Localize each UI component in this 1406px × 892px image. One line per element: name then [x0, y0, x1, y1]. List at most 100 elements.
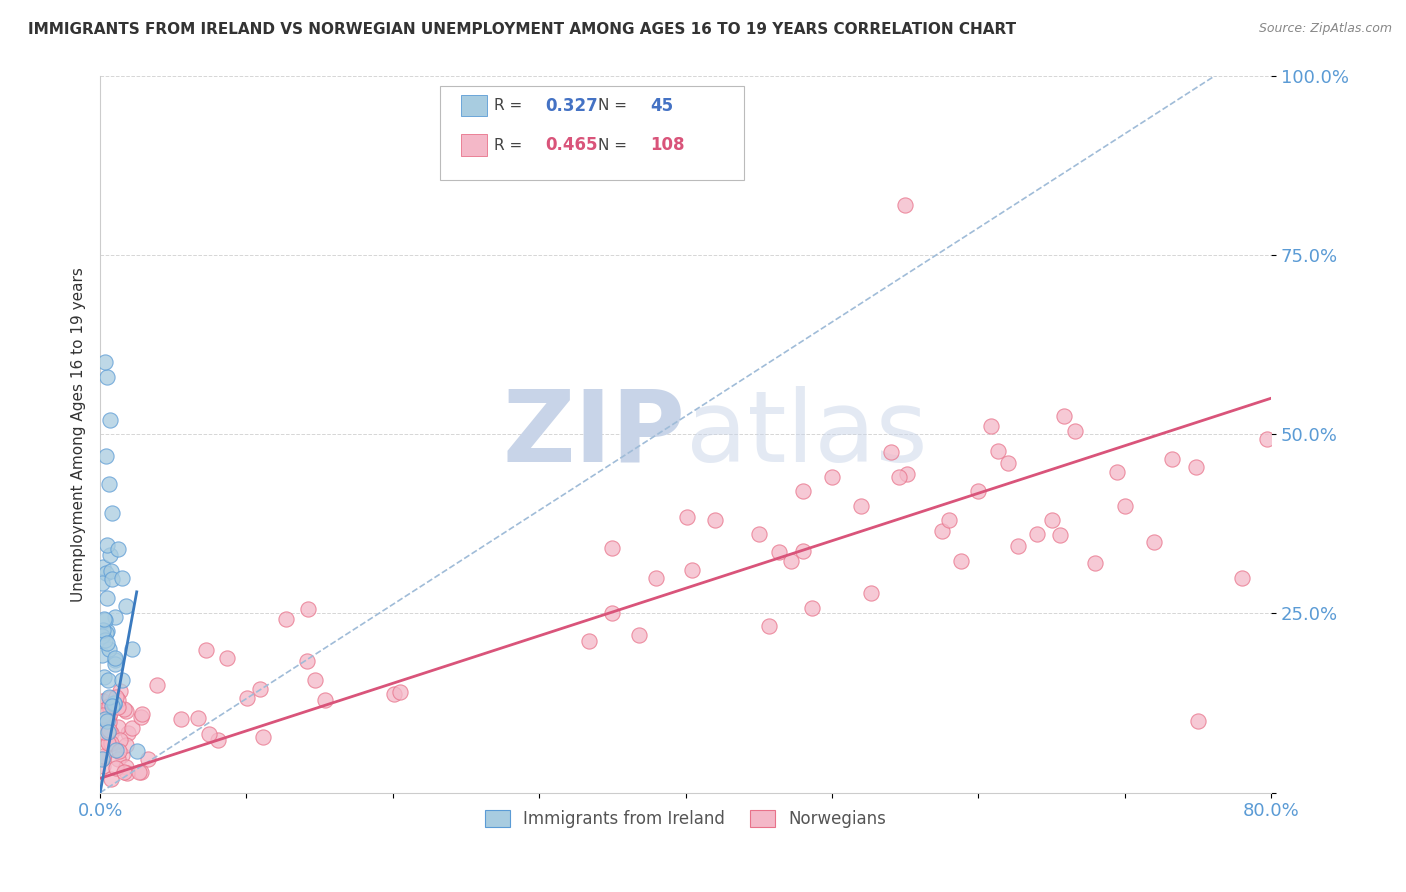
Point — [100, 564, 122, 578]
Point — [1084, 556, 1107, 570]
Point — [94, 712, 117, 726]
Point — [111, 570, 134, 584]
Point — [93, 612, 115, 626]
Point — [103, 698, 125, 712]
Point — [111, 747, 134, 762]
Point — [101, 572, 124, 586]
Point — [121, 721, 143, 735]
Point — [91, 629, 114, 643]
Point — [108, 733, 131, 747]
Point — [98, 723, 121, 737]
Point — [896, 467, 918, 481]
Point — [97, 477, 120, 491]
Point — [107, 541, 129, 556]
Point — [98, 698, 121, 713]
Point — [103, 696, 125, 710]
Point — [94, 449, 117, 463]
Point — [93, 670, 115, 684]
Point — [1143, 534, 1166, 549]
Point — [821, 470, 844, 484]
Point — [100, 725, 122, 739]
Point — [93, 725, 115, 739]
Text: N =: N = — [598, 98, 631, 113]
Point — [1025, 527, 1047, 541]
Point — [91, 575, 114, 590]
Point — [93, 355, 115, 369]
Point — [1114, 499, 1136, 513]
Point — [1007, 539, 1029, 553]
Point — [98, 706, 121, 720]
Point — [107, 720, 129, 734]
Point — [104, 761, 127, 775]
Point — [94, 626, 117, 640]
Point — [980, 419, 1002, 434]
Point — [91, 751, 114, 765]
Text: Source: ZipAtlas.com: Source: ZipAtlas.com — [1258, 22, 1392, 36]
Point — [93, 725, 115, 739]
Point — [146, 678, 169, 692]
Point — [96, 538, 118, 552]
Point — [128, 764, 150, 779]
Point — [112, 764, 135, 779]
Point — [602, 607, 624, 621]
Point — [187, 710, 209, 724]
Point — [851, 499, 873, 513]
Point — [274, 612, 297, 626]
Point — [758, 619, 780, 633]
Point — [388, 684, 411, 698]
Point — [129, 710, 152, 724]
Point — [121, 642, 143, 657]
Text: ZIP: ZIP — [503, 385, 686, 483]
Point — [249, 682, 271, 697]
Point — [91, 708, 114, 723]
Point — [100, 736, 122, 750]
Point — [314, 693, 336, 707]
Point — [100, 413, 122, 427]
Point — [98, 690, 121, 705]
Point — [105, 690, 128, 704]
Point — [107, 700, 129, 714]
Point — [97, 736, 120, 750]
Point — [96, 369, 118, 384]
Point — [98, 690, 121, 705]
Point — [217, 651, 239, 665]
Point — [1187, 714, 1209, 728]
Point — [748, 527, 770, 541]
Point — [115, 705, 138, 719]
Point — [96, 636, 118, 650]
Text: atlas: atlas — [686, 385, 927, 483]
Point — [170, 712, 193, 726]
Point — [91, 694, 114, 708]
Point — [997, 456, 1019, 470]
Point — [125, 744, 148, 758]
FancyBboxPatch shape — [461, 135, 486, 156]
Point — [703, 513, 725, 527]
Point — [860, 586, 883, 600]
Text: IMMIGRANTS FROM IRELAND VS NORWEGIAN UNEMPLOYMENT AMONG AGES 16 TO 19 YEARS CORR: IMMIGRANTS FROM IRELAND VS NORWEGIAN UNE… — [28, 22, 1017, 37]
Point — [97, 673, 120, 687]
Point — [131, 707, 153, 722]
Point — [887, 470, 910, 484]
Point — [676, 510, 699, 524]
Point — [894, 197, 917, 211]
Point — [94, 632, 117, 647]
Point — [98, 737, 121, 751]
Point — [91, 749, 114, 764]
Point — [104, 657, 127, 671]
Point — [101, 506, 124, 520]
Point — [90, 751, 112, 765]
Point — [792, 484, 814, 499]
Point — [207, 733, 229, 747]
Y-axis label: Unemployment Among Ages 16 to 19 years: Unemployment Among Ages 16 to 19 years — [72, 267, 86, 601]
Point — [768, 545, 790, 559]
Point — [96, 714, 118, 728]
Point — [879, 445, 901, 459]
Point — [104, 743, 127, 757]
Text: 45: 45 — [651, 96, 673, 115]
Point — [96, 591, 118, 605]
Point — [792, 544, 814, 558]
Point — [101, 699, 124, 714]
Point — [108, 744, 131, 758]
Point — [1040, 513, 1063, 527]
Point — [91, 560, 114, 574]
